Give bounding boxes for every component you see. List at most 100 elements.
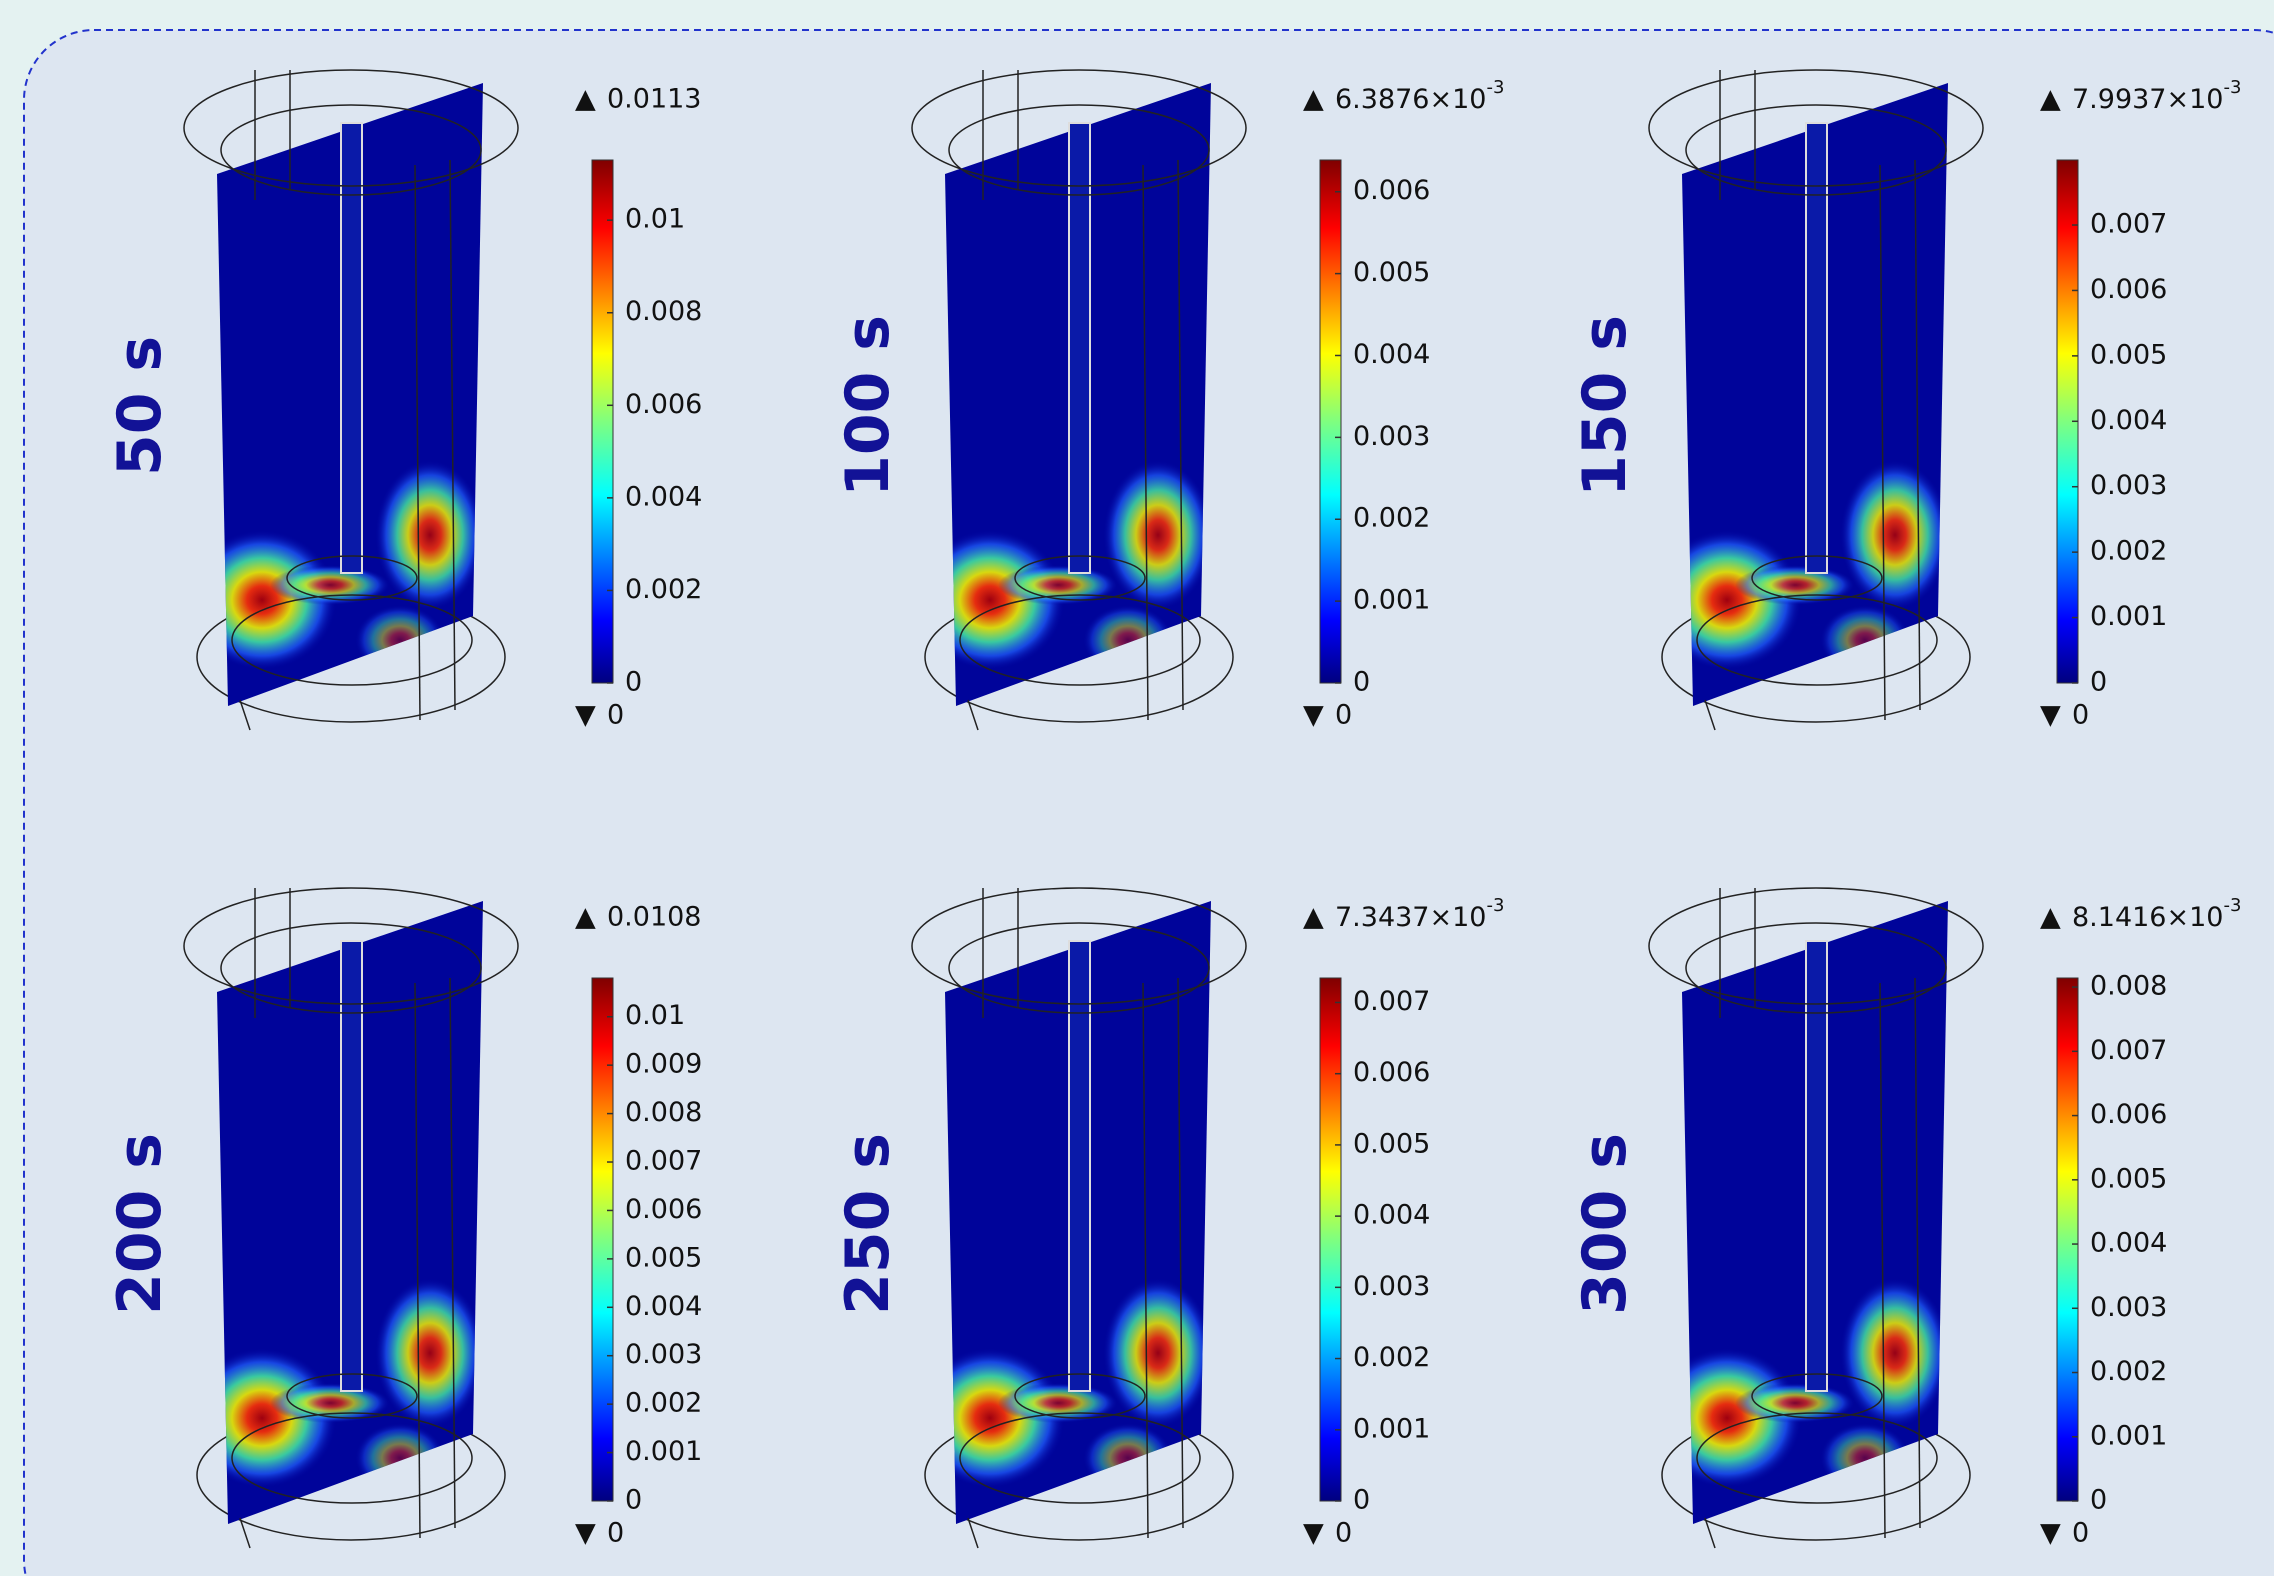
max-marker: ▲ <box>575 902 596 933</box>
max-label: 7.9937×10-3 <box>2072 77 2241 115</box>
colorbar-tick-label: 0.006 <box>2090 274 2167 305</box>
colorbar-tick-label: 0.008 <box>625 296 702 327</box>
max-label-exponent: -3 <box>1486 895 1504 916</box>
colorbar-tick-label: 0.002 <box>2090 536 2167 567</box>
colorbar-tick-label: 0 <box>625 667 642 698</box>
colorbar-tick-label: 0.006 <box>1353 175 1430 206</box>
colorbar-tick-label: 0.005 <box>2090 1163 2167 1194</box>
min-label: 0 <box>607 1518 624 1549</box>
colorbar-tick-label: 0.005 <box>1353 257 1430 288</box>
colorbar-tick-label: 0.003 <box>1353 421 1430 452</box>
colorbar-tick-label: 0 <box>625 1485 642 1516</box>
colorbar-tick-label: 0.002 <box>625 574 702 605</box>
field-blob <box>375 460 485 610</box>
max-marker: ▲ <box>1303 902 1324 933</box>
colorbar-tick-label: 0.003 <box>625 1339 702 1370</box>
min-label: 0 <box>1335 1518 1352 1549</box>
min-marker: ▼ <box>1303 1518 1324 1549</box>
colorbar-tick-label: 0.01 <box>625 204 685 235</box>
colorbar-tick-label: 0 <box>2090 1485 2107 1516</box>
min-marker: ▼ <box>575 700 596 731</box>
max-label-exponent: -3 <box>2223 895 2241 916</box>
min-label: 0 <box>2072 1518 2089 1549</box>
min-label: 0 <box>2072 700 2089 731</box>
time-label: 300 s <box>1570 1133 1640 1315</box>
time-label: 200 s <box>105 1133 175 1315</box>
colorbar-tick-label: 0.001 <box>1353 585 1430 616</box>
colorbar-tick-label: 0.005 <box>625 1242 702 1273</box>
shaft <box>1806 123 1827 573</box>
max-label-exponent: -3 <box>1486 77 1504 98</box>
max-label: 6.3876×10-3 <box>1335 77 1504 115</box>
colorbar-tick-label: 0.005 <box>1353 1128 1430 1159</box>
max-label: 8.1416×10-3 <box>2072 895 2241 933</box>
colorbar <box>2057 978 2078 1501</box>
colorbar-tick-label: 0.001 <box>2090 601 2167 632</box>
min-label: 0 <box>607 700 624 731</box>
colorbar-tick-label: 0.003 <box>1353 1271 1430 1302</box>
max-marker: ▲ <box>2040 84 2061 115</box>
colorbar-tick-label: 0.001 <box>2090 1420 2167 1451</box>
time-label: 50 s <box>105 336 175 476</box>
colorbar <box>1320 978 1341 1501</box>
max-label: 0.0108 <box>607 902 701 933</box>
shaft <box>1069 123 1090 573</box>
max-label-mantissa: 7.3437×10 <box>1335 902 1486 933</box>
colorbar <box>1320 160 1341 683</box>
min-label: 0 <box>1335 700 1352 731</box>
time-label: 100 s <box>833 315 903 497</box>
max-label-mantissa: 7.9937×10 <box>2072 84 2223 115</box>
colorbar-tick-label: 0.006 <box>2090 1099 2167 1130</box>
colorbar-tick-label: 0.002 <box>1353 1342 1430 1373</box>
colorbar <box>592 160 613 683</box>
min-marker: ▼ <box>575 1518 596 1549</box>
colorbar-tick-label: 0.007 <box>625 1146 702 1177</box>
colorbar-tick-label: 0.002 <box>625 1388 702 1419</box>
time-label: 250 s <box>833 1133 903 1315</box>
max-label: 7.3437×10-3 <box>1335 895 1504 933</box>
figure: 50 s 0 0.002 0.004 0.006 0.008 0.01 ▲ 0.0113 ▼ 0 10… <box>0 0 2274 1576</box>
field-blob <box>1840 1278 1950 1428</box>
colorbar-tick-label: 0.007 <box>1353 986 1430 1017</box>
min-marker: ▼ <box>1303 700 1324 731</box>
colorbar-tick-label: 0.004 <box>1353 339 1430 370</box>
max-marker: ▲ <box>575 84 596 115</box>
colorbar-tick-label: 0.004 <box>2090 405 2167 436</box>
colorbar-tick-label: 0.01 <box>625 1000 685 1031</box>
colorbar-tick-label: 0 <box>1353 1485 1370 1516</box>
colorbar <box>592 978 613 1501</box>
time-label: 150 s <box>1570 315 1640 497</box>
colorbar-tick-label: 0.006 <box>625 1194 702 1225</box>
colorbar-tick-label: 0.004 <box>1353 1200 1430 1231</box>
colorbar-tick-label: 0.006 <box>1353 1057 1430 1088</box>
colorbar-tick-label: 0.002 <box>1353 503 1430 534</box>
colorbar-tick-label: 0.001 <box>1353 1413 1430 1444</box>
colorbar-tick-label: 0.008 <box>625 1097 702 1128</box>
colorbar-tick-label: 0.004 <box>2090 1228 2167 1259</box>
colorbar-tick-label: 0.003 <box>2090 470 2167 501</box>
colorbar-tick-label: 0.008 <box>2090 971 2167 1002</box>
colorbar-tick-label: 0.007 <box>2090 209 2167 240</box>
colorbar-tick-label: 0 <box>1353 667 1370 698</box>
colorbar-tick-label: 0.004 <box>625 1291 702 1322</box>
colorbar-tick-label: 0.007 <box>2090 1035 2167 1066</box>
shaft <box>1069 941 1090 1391</box>
colorbar-tick-label: 0.009 <box>625 1049 702 1080</box>
colorbar-tick-label: 0.003 <box>2090 1292 2167 1323</box>
colorbar-tick-label: 0.002 <box>2090 1356 2167 1387</box>
max-marker: ▲ <box>1303 84 1324 115</box>
shaft <box>1806 941 1827 1391</box>
max-label-exponent: -3 <box>2223 77 2241 98</box>
max-marker: ▲ <box>2040 902 2061 933</box>
field-blob <box>1103 1278 1213 1428</box>
min-marker: ▼ <box>2040 700 2061 731</box>
colorbar-tick-label: 0.001 <box>625 1436 702 1467</box>
max-label-mantissa: 8.1416×10 <box>2072 902 2223 933</box>
shaft <box>341 941 362 1391</box>
field-blob <box>375 1278 485 1428</box>
shaft <box>341 123 362 573</box>
max-label: 0.0113 <box>607 84 701 115</box>
colorbar-tick-label: 0.006 <box>625 389 702 420</box>
colorbar-tick-label: 0.005 <box>2090 339 2167 370</box>
max-label-mantissa: 6.3876×10 <box>1335 84 1486 115</box>
